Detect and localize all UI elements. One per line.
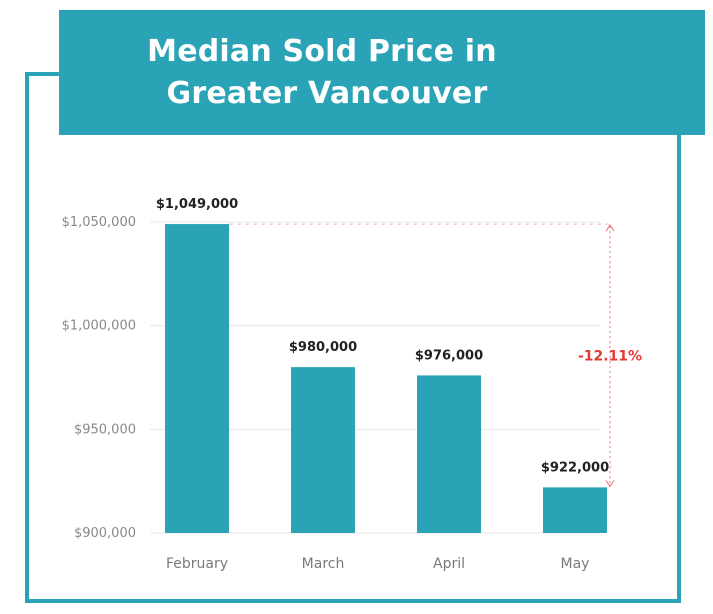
title-banner: Median Sold Price in Greater Vancouver [59,10,705,135]
y-tick-label: $1,000,000 [62,319,136,334]
x-tick-label: February [166,556,228,572]
chart-title-line-2: Greater Vancouver [166,75,488,111]
y-tick-label: $1,050,000 [62,215,136,230]
y-tick-label: $950,000 [74,422,136,437]
change-annotation: -12.11% [578,349,642,365]
x-tick-label: May [561,556,590,572]
data-label: $1,049,000 [156,197,238,212]
x-tick-label: April [433,556,465,572]
annotation-arrow-head-down [605,480,615,488]
chart-title-line-1: Median Sold Price in [147,33,497,69]
data-label: $980,000 [289,340,357,355]
x-tick-label: March [302,556,345,572]
data-label: $976,000 [415,348,483,363]
bar [417,375,481,533]
bar [543,487,607,533]
bar [165,224,229,533]
annotation-arrow-head-up [605,224,615,232]
y-tick-label: $900,000 [74,526,136,541]
bar [291,367,355,533]
data-label: $922,000 [541,460,609,475]
